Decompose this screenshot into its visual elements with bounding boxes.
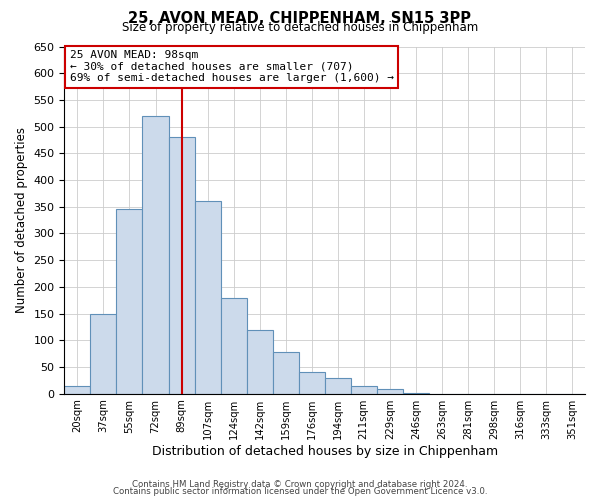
Bar [377, 390, 403, 394]
Bar [299, 372, 325, 394]
Text: 25 AVON MEAD: 98sqm
← 30% of detached houses are smaller (707)
69% of semi-detac: 25 AVON MEAD: 98sqm ← 30% of detached ho… [70, 50, 394, 83]
Bar [169, 138, 194, 394]
Bar [221, 298, 247, 394]
Bar [272, 352, 299, 394]
Bar [351, 386, 377, 394]
Text: Contains public sector information licensed under the Open Government Licence v3: Contains public sector information licen… [113, 487, 487, 496]
Bar [91, 314, 116, 394]
Bar [142, 116, 169, 394]
Bar [403, 392, 429, 394]
Text: 25, AVON MEAD, CHIPPENHAM, SN15 3PP: 25, AVON MEAD, CHIPPENHAM, SN15 3PP [128, 11, 472, 26]
Bar [64, 386, 91, 394]
Bar [325, 378, 351, 394]
Text: Contains HM Land Registry data © Crown copyright and database right 2024.: Contains HM Land Registry data © Crown c… [132, 480, 468, 489]
Y-axis label: Number of detached properties: Number of detached properties [15, 127, 28, 313]
Bar [194, 202, 221, 394]
Text: Size of property relative to detached houses in Chippenham: Size of property relative to detached ho… [122, 21, 478, 34]
Bar [247, 330, 272, 394]
Bar [116, 210, 142, 394]
X-axis label: Distribution of detached houses by size in Chippenham: Distribution of detached houses by size … [152, 444, 498, 458]
